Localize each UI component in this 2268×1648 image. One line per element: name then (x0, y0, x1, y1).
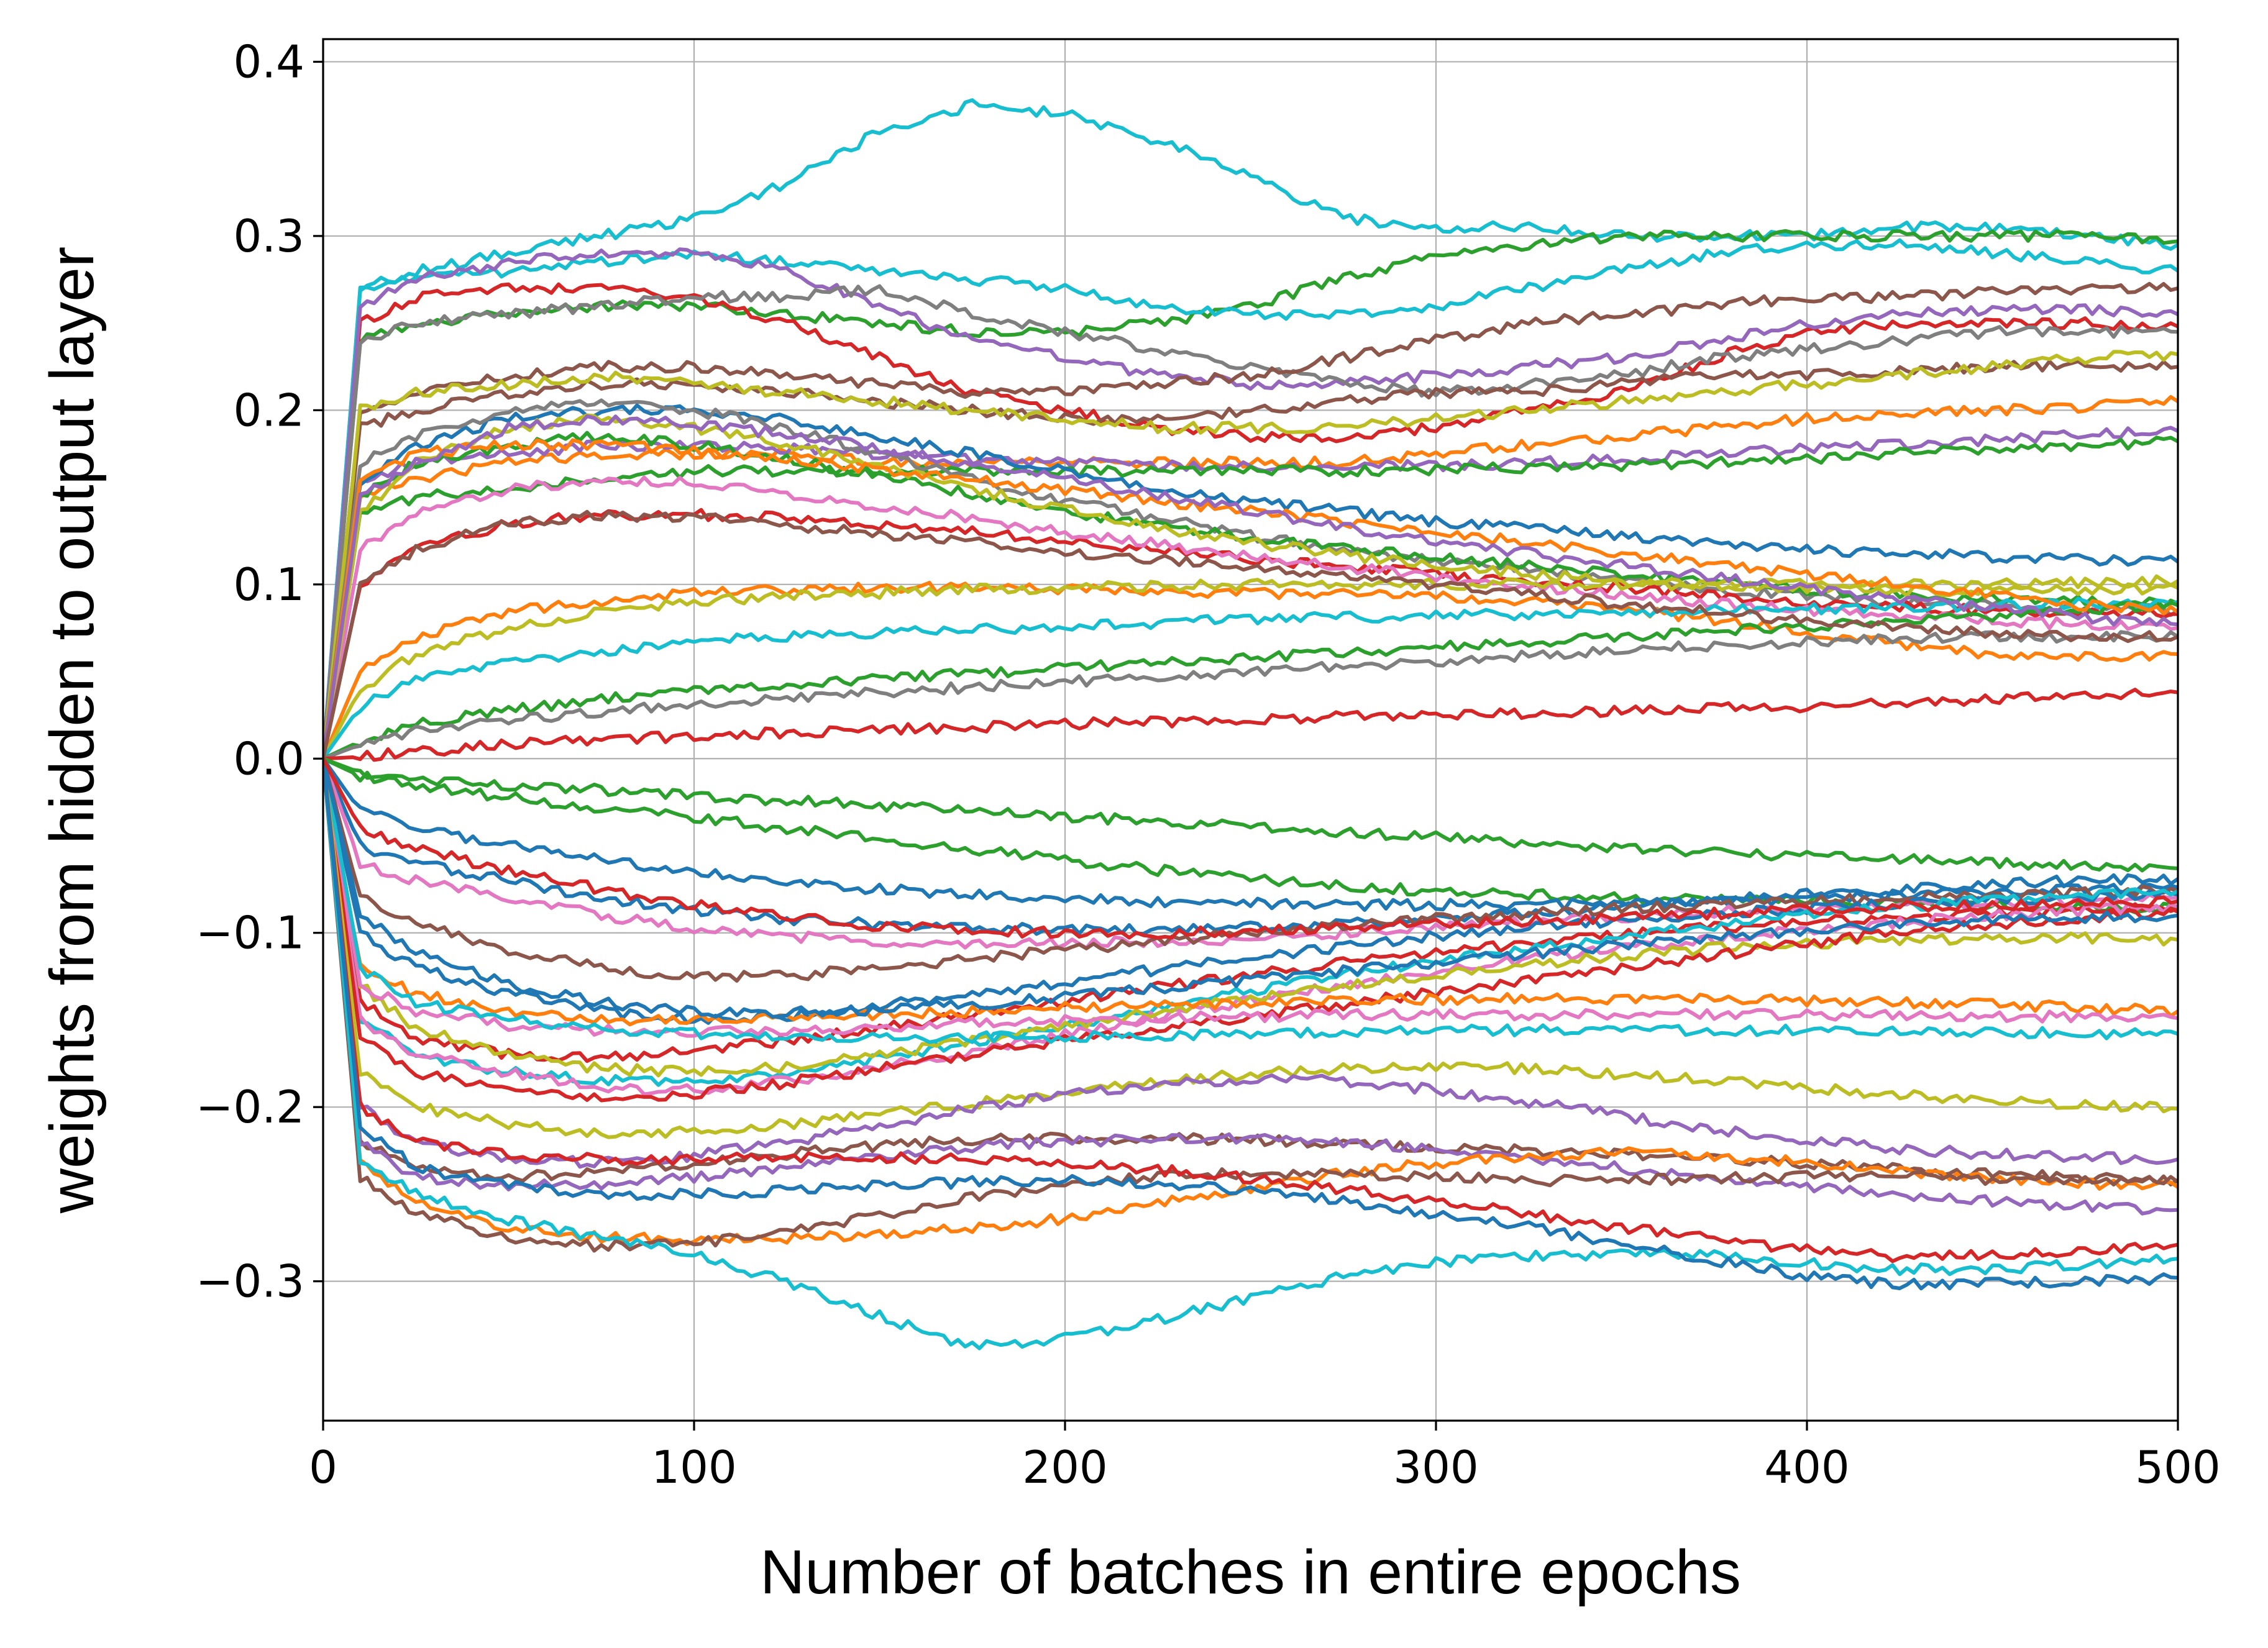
series-line-9 (323, 350, 2178, 761)
series-line-52 (323, 757, 2178, 1019)
x-tick-label: 500 (2135, 1441, 2220, 1493)
series-line-39 (323, 757, 2178, 1044)
series-line-37 (323, 757, 2178, 1027)
series-lines (323, 98, 2178, 1350)
y-tick-label: −0.1 (196, 907, 304, 959)
x-tick-label: 0 (309, 1441, 337, 1493)
series-line-19 (323, 581, 2178, 761)
series-line-12 (323, 435, 2178, 761)
axis-ticks: 0 100 200 300 400 500 −0.3 −0.2 −0.1 0.0 0.1 0.2 0.3… (196, 35, 2221, 1493)
series-line-43 (323, 757, 2178, 1216)
series-line-40 (323, 757, 2178, 1139)
x-axis-label: Number of batches in entire epochs (760, 1537, 1741, 1607)
series-line-2 (323, 229, 2178, 761)
x-tick-label: 300 (1393, 1441, 1478, 1493)
series-line-17 (323, 475, 2178, 761)
series-line-35 (323, 757, 2178, 1078)
plot-frame (322, 38, 2179, 1422)
series-line-27 (323, 757, 2178, 912)
series-line-50 (323, 414, 2178, 761)
series-line-38 (323, 757, 2178, 1038)
series-line-49 (323, 438, 2178, 761)
series-line-5 (323, 247, 2178, 761)
series-line-22 (323, 601, 2178, 761)
series-line-24 (323, 688, 2178, 762)
series-line-6 (323, 284, 2178, 761)
y-axis-label: weights from hidden to output layer (37, 247, 107, 1214)
series-line-53 (323, 757, 2178, 940)
series-line-21 (323, 596, 2178, 761)
y-tick-label: −0.3 (196, 1255, 304, 1308)
series-line-41 (323, 757, 2178, 1169)
series-line-4 (323, 282, 2178, 761)
series-line-46 (323, 757, 2178, 1263)
series-line-3 (323, 238, 2178, 761)
series-line-23 (323, 630, 2178, 761)
y-tick-label: 0.0 (233, 732, 304, 785)
x-tick-label: 400 (1764, 1441, 1849, 1493)
y-tick-label: 0.3 (233, 210, 304, 262)
series-line-1 (323, 98, 2178, 761)
series-line-42 (323, 757, 2178, 1186)
series-line-47 (323, 757, 2178, 1350)
x-tick-label: 200 (1022, 1441, 1107, 1493)
series-line-13 (323, 403, 2178, 761)
series-line-25 (323, 757, 2178, 873)
series-line-31 (323, 757, 2178, 1025)
y-tick-label: −0.2 (196, 1081, 304, 1133)
series-line-33 (323, 757, 2178, 1087)
y-tick-label: 0.2 (233, 384, 304, 436)
series-line-7 (323, 281, 2178, 761)
y-tick-label: 0.4 (233, 35, 304, 88)
series-line-44 (323, 757, 2178, 1246)
series-line-48 (323, 757, 2178, 1291)
series-line-45 (323, 757, 2178, 1253)
x-tick-label: 100 (651, 1441, 736, 1493)
y-tick-label: 0.1 (233, 558, 304, 611)
series-line-11 (323, 426, 2178, 761)
grid-lines (322, 39, 2179, 1421)
series-line-30 (323, 757, 2178, 983)
series-line-51 (323, 509, 2178, 761)
series-line-28 (323, 757, 2178, 936)
